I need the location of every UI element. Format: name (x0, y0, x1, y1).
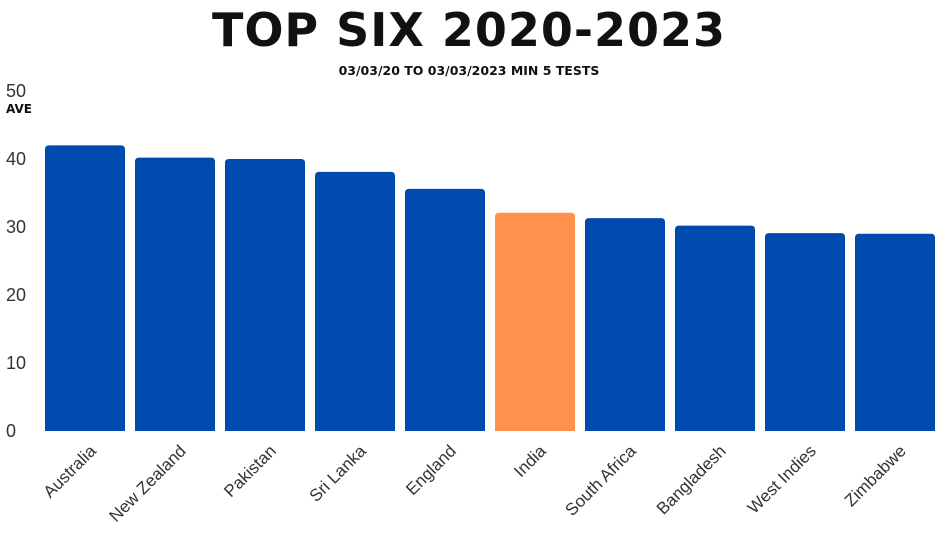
x-tick-label: India (510, 441, 550, 481)
chart-title: TOP SIX 2020-2023 (211, 3, 727, 57)
y-tick-label: 50 (6, 81, 26, 101)
x-tick-label: Pakistan (220, 441, 280, 501)
y-tick-label: 40 (6, 149, 26, 169)
y-tick-label: 0 (6, 421, 16, 441)
y-tick-label: 10 (6, 353, 26, 373)
x-tick-label: New Zealand (106, 441, 190, 525)
bar-pakistan (225, 159, 305, 431)
x-tick-label: Zimbabwe (841, 441, 910, 510)
x-tick-label: Australia (40, 441, 101, 502)
x-axis-labels: Australia New Zealand Pakistan Sri Lanka Eng… (40, 441, 910, 526)
chart-subtitle: 03/03/20 TO 03/03/2023 MIN 5 TESTS (338, 63, 600, 78)
bar-west-indies (765, 233, 845, 431)
x-tick-label: West Indies (744, 441, 820, 517)
y-tick-label: 30 (6, 217, 26, 237)
y-tick-label: 20 (6, 285, 26, 305)
bar-south-africa (585, 218, 665, 431)
x-tick-label: South Africa (562, 441, 641, 520)
y-axis-ticks: 0 10 20 30 40 50 (6, 81, 26, 441)
y-axis-label: AVE (6, 102, 32, 116)
bar-new-zealand (135, 157, 215, 431)
x-tick-label: Bangladesh (653, 441, 730, 518)
bars (45, 145, 935, 432)
bar-england (405, 188, 485, 431)
bar-bangladesh (675, 225, 755, 431)
x-tick-label: Sri Lanka (306, 441, 371, 506)
bar-sri-lanka (315, 171, 395, 432)
bar-zimbabwe (855, 233, 935, 431)
x-tick-label: England (402, 441, 460, 499)
bar-australia (45, 145, 125, 431)
bar-india (495, 212, 575, 431)
